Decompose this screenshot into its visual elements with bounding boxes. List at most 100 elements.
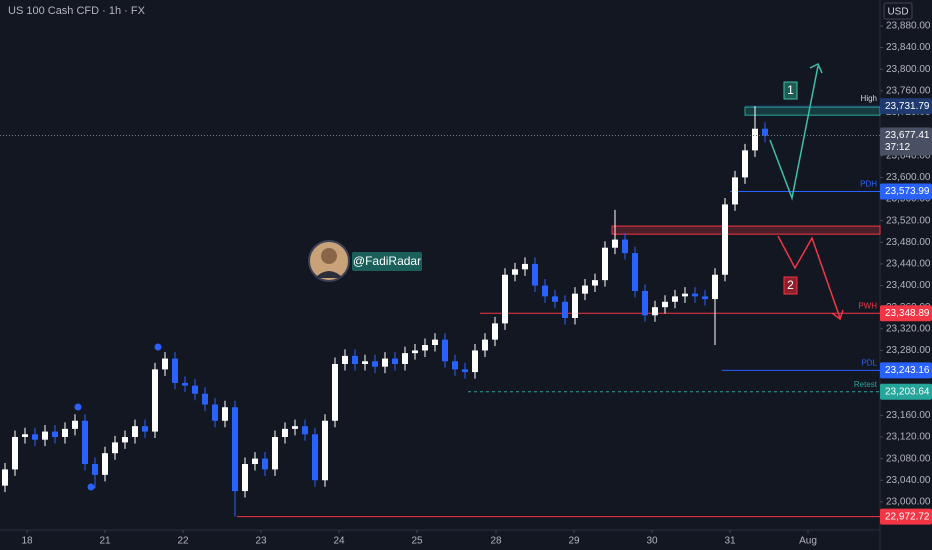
x-tick-label: 24 <box>333 536 345 547</box>
zone <box>611 225 881 235</box>
x-tick-label: 22 <box>177 536 189 547</box>
candle-body <box>532 263 538 286</box>
candle-body <box>172 358 178 383</box>
y-tick-label: 23,440.00 <box>886 259 931 270</box>
candle-body <box>712 274 718 300</box>
x-tick-label: 28 <box>490 536 502 547</box>
watermark-badge <box>352 252 422 271</box>
candle-body <box>152 369 158 432</box>
y-tick-label: 23,080.00 <box>886 453 931 464</box>
candle-body <box>742 150 748 178</box>
currency: USD <box>887 7 908 18</box>
level-label-box <box>880 383 932 400</box>
y-tick-label: 23,520.00 <box>886 215 931 226</box>
candle-body <box>262 458 268 470</box>
candle-body <box>652 307 658 316</box>
x-tick-label: 29 <box>568 536 580 547</box>
candle-body <box>552 296 558 302</box>
candle-body <box>372 361 378 367</box>
candle-body <box>752 128 758 151</box>
event-dot <box>154 343 162 351</box>
candle-body <box>332 363 338 421</box>
candle-body <box>432 339 438 346</box>
x-tick-label: 31 <box>724 536 736 547</box>
candle-body <box>392 358 398 364</box>
candle-body <box>592 280 598 286</box>
candle-body <box>582 285 588 294</box>
candle-body <box>572 293 578 318</box>
level-name: PDL <box>861 358 877 367</box>
y-tick-label: 23,160.00 <box>886 410 931 421</box>
level-label-box <box>880 183 932 200</box>
zone <box>744 106 881 116</box>
candle-body <box>322 420 328 481</box>
candle-body <box>462 369 468 373</box>
level-label: 23,573.99 <box>885 186 930 197</box>
candle-body <box>22 434 28 437</box>
level-name: Retest <box>854 380 878 389</box>
level-label-box <box>880 305 932 322</box>
chart-title: US 100 Cash CFD · 1h · FX <box>8 5 146 17</box>
candle-body <box>112 442 118 454</box>
level-label: 22,972.72 <box>885 511 930 522</box>
x-tick-label: 25 <box>411 536 423 547</box>
candle-body <box>692 293 698 297</box>
candle-body <box>442 339 448 362</box>
candle-body <box>482 339 488 351</box>
avatar-body <box>315 271 343 278</box>
candle-body <box>132 426 138 437</box>
candle-body <box>242 464 248 492</box>
plot <box>0 105 881 518</box>
currency-box <box>883 2 913 20</box>
candle-body <box>662 301 668 308</box>
candle-body <box>212 404 218 421</box>
candle-body <box>62 428 68 437</box>
candle-body <box>272 436 278 470</box>
candle-body <box>622 239 628 254</box>
candle-body <box>342 355 348 364</box>
y-tick-label: 23,000.00 <box>886 497 931 508</box>
candle-body <box>32 434 38 440</box>
label-box-2 <box>783 276 798 295</box>
x-tick-label: 18 <box>21 536 33 547</box>
y-tick-label: 23,760.00 <box>886 85 931 96</box>
x-tick-label: 30 <box>646 536 658 547</box>
y-tick-label: 23,320.00 <box>886 323 931 334</box>
level-name: PWH <box>858 301 877 310</box>
candle-body <box>282 428 288 437</box>
candle-body <box>52 431 58 437</box>
candle-body <box>142 426 148 432</box>
candle-body <box>252 458 258 465</box>
arrowhead-2 <box>831 309 844 321</box>
y-tick-label: 23,840.00 <box>886 42 931 53</box>
arrowhead-1 <box>809 62 823 74</box>
countdown: 37:12 <box>885 142 910 153</box>
candle-body <box>102 453 108 475</box>
candle-body <box>422 345 428 351</box>
candle-body <box>672 296 678 302</box>
level-label: 23,731.79 <box>885 101 930 112</box>
candle-body <box>562 301 568 318</box>
y-tick-label: 23,640.00 <box>886 150 931 161</box>
current-price-box <box>880 127 932 156</box>
candle-body <box>362 361 368 364</box>
candle-body <box>2 469 8 486</box>
event-dot <box>87 483 95 491</box>
level-label-box <box>880 508 932 525</box>
candle-body <box>502 274 508 324</box>
candle-body <box>602 247 608 281</box>
x-tick-label: 21 <box>99 536 111 547</box>
x-tick-label: 23 <box>255 536 267 547</box>
scenario-arrow-1 <box>769 65 819 201</box>
candle-body <box>612 239 618 248</box>
candle-body <box>12 436 18 470</box>
level-label-box <box>880 362 932 379</box>
level-label-box <box>880 98 932 115</box>
candle-body <box>702 296 708 300</box>
event-dot <box>74 403 82 411</box>
level-name: High <box>861 94 877 103</box>
candle-body <box>512 269 518 275</box>
candle-body <box>402 353 408 364</box>
